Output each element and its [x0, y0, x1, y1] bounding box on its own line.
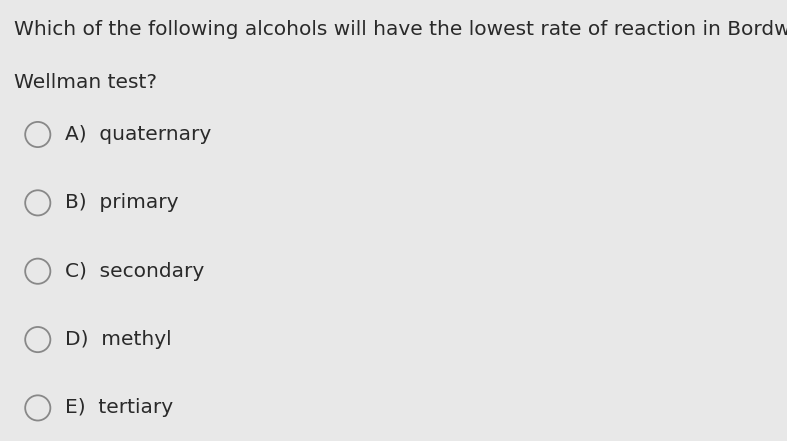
Text: Wellman test?: Wellman test? — [14, 73, 157, 92]
Text: C)  secondary: C) secondary — [65, 262, 204, 281]
Text: B)  primary: B) primary — [65, 193, 178, 213]
Text: A)  quaternary: A) quaternary — [65, 125, 211, 144]
Text: E)  tertiary: E) tertiary — [65, 398, 172, 418]
Text: D)  methyl: D) methyl — [65, 330, 171, 349]
Text: Which of the following alcohols will have the lowest rate of reaction in Bordwel: Which of the following alcohols will hav… — [14, 20, 787, 39]
